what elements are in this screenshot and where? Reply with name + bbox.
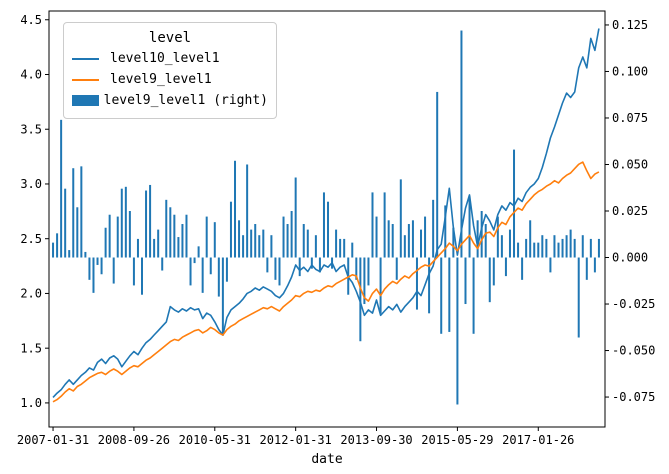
x-tick-label: 2015-05-29 bbox=[421, 433, 493, 447]
y-right-tick-label: 0.075 bbox=[612, 111, 648, 125]
y-left-axis: 1.0 1.5 2.0 2.5 3.0 3.5 4.0 4.5 bbox=[20, 13, 49, 410]
x-tick-label: 2013-09-30 bbox=[340, 433, 412, 447]
x-tick-label: 2010-05-31 bbox=[179, 433, 251, 447]
y-right-tick-label: -0.025 bbox=[612, 297, 655, 311]
y-left-tick-label: 3.5 bbox=[20, 122, 42, 136]
x-axis: 2007-01-31 2008-09-26 2010-05-31 2012-01-31… bbox=[17, 427, 574, 447]
y-left-tick-label: 1.0 bbox=[20, 396, 42, 410]
y-left-tick-label: 1.5 bbox=[20, 341, 42, 355]
y-right-tick-label: 0.000 bbox=[612, 251, 648, 265]
y-right-tick-label: 0.125 bbox=[612, 18, 648, 32]
x-tick-label: 2008-09-26 bbox=[98, 433, 170, 447]
legend-label: level9_level1 (right) bbox=[103, 93, 268, 108]
blue-bar-patch-icon bbox=[72, 95, 99, 106]
x-tick-label: 2017-01-26 bbox=[502, 433, 574, 447]
legend-label: level9_level1 bbox=[110, 72, 212, 87]
y-right-tick-label: -0.050 bbox=[612, 344, 655, 358]
line-series-level10_level1 bbox=[52, 28, 600, 398]
x-axis-title: date bbox=[311, 452, 343, 467]
legend-label: level10_level1 bbox=[110, 51, 220, 66]
y-left-tick-label: 2.5 bbox=[20, 232, 42, 246]
y-right-tick-label: 0.050 bbox=[612, 158, 648, 172]
y-right-axis: -0.075 -0.050 -0.025 0.000 0.025 0.050 0.075 0.… bbox=[605, 18, 655, 404]
y-left-tick-label: 4.5 bbox=[20, 13, 42, 27]
x-tick-label: 2012-01-31 bbox=[260, 433, 332, 447]
y-right-tick-label: -0.075 bbox=[612, 390, 655, 404]
legend-entry-level9-level1: level9_level1 bbox=[72, 69, 268, 90]
x-tick-label: 2007-01-31 bbox=[17, 433, 89, 447]
legend: level level10_level1 level9_level1 level… bbox=[63, 22, 277, 119]
plot-border bbox=[48, 10, 606, 428]
orange-line-sample-icon bbox=[72, 78, 99, 81]
legend-sample-wrap bbox=[72, 57, 110, 60]
line-series-level9_level1 bbox=[52, 161, 600, 403]
legend-entry-level10-level1: level10_level1 bbox=[72, 48, 268, 69]
y-left-tick-label: 3.0 bbox=[20, 177, 42, 191]
y-right-tick-label: 0.025 bbox=[612, 204, 648, 218]
blue-line-sample-icon bbox=[72, 57, 99, 60]
legend-sample-wrap bbox=[72, 95, 104, 106]
legend-title: level bbox=[148, 30, 192, 46]
legend-sample-wrap bbox=[72, 78, 110, 81]
y-right-tick-label: 0.100 bbox=[612, 65, 648, 79]
y-left-tick-label: 2.0 bbox=[20, 287, 42, 301]
y-left-tick-label: 4.0 bbox=[20, 68, 42, 82]
legend-entry-level9-level1-right: level9_level1 (right) bbox=[72, 90, 268, 111]
